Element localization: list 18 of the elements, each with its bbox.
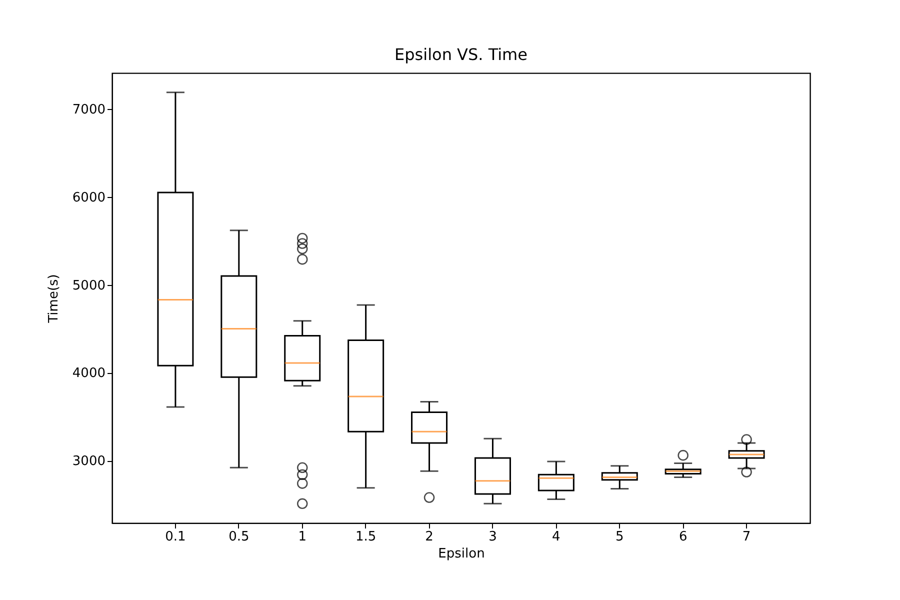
x-tick-label: 3 bbox=[488, 530, 497, 544]
x-tick-label: 5 bbox=[615, 530, 624, 544]
x-axis-title: Epsilon bbox=[438, 546, 485, 562]
y-tick-label: 6000 bbox=[72, 190, 106, 206]
x-tick-label: 2 bbox=[425, 530, 434, 544]
x-tick-label: 6 bbox=[678, 530, 688, 544]
x-tick-label: 0.5 bbox=[228, 530, 250, 544]
x-tick-label: 1 bbox=[298, 530, 307, 544]
x-tick-label: 7 bbox=[742, 530, 751, 544]
y-tick-label: 3000 bbox=[72, 454, 106, 470]
x-tick-label: 4 bbox=[552, 530, 560, 544]
y-tick-label: 4000 bbox=[72, 366, 106, 382]
y-axis-title: Time(s) bbox=[46, 274, 62, 324]
x-tick-label: 1.5 bbox=[355, 530, 376, 544]
y-tick-label: 7000 bbox=[72, 102, 106, 118]
chart-title: Epsilon VS. Time bbox=[394, 45, 528, 64]
x-tick-label: 0.1 bbox=[165, 530, 186, 544]
y-tick-label: 5000 bbox=[72, 278, 106, 294]
